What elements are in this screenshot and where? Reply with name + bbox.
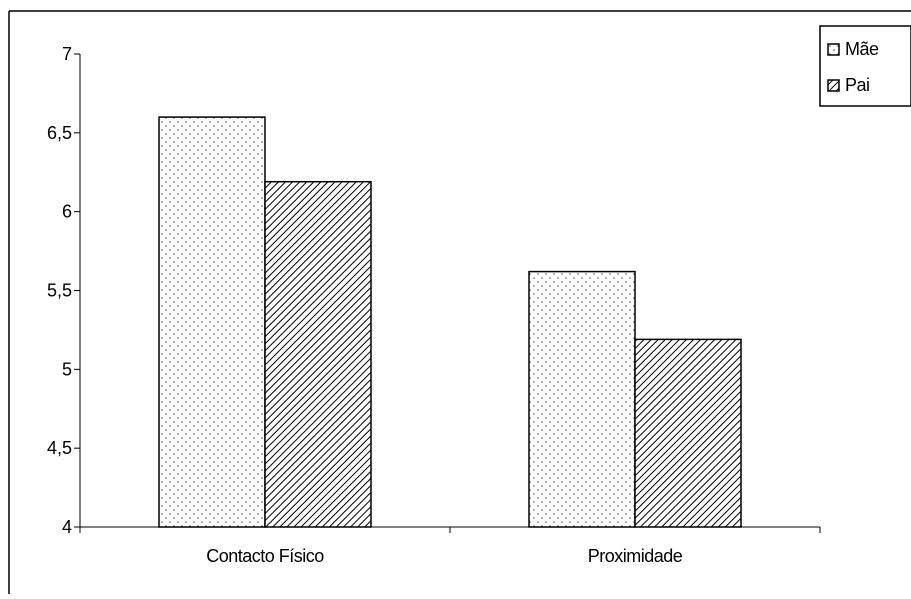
y-tick-label: 7	[62, 44, 72, 64]
bar-pai	[264, 180, 372, 528]
y-tick-label: 5,5	[47, 281, 72, 301]
y-tick-label: 5	[62, 359, 72, 379]
legend-swatch	[827, 79, 840, 92]
legend-label: Mãe	[845, 39, 879, 59]
x-tick-label: Proximidade	[588, 546, 683, 566]
bar-pai	[634, 338, 742, 528]
y-tick-label: 4	[62, 517, 72, 537]
x-tick-label: Contacto Físico	[206, 546, 324, 566]
y-tick-label: 6	[62, 202, 72, 222]
y-tick-label: 6,5	[47, 123, 72, 143]
y-tick-label: 4,5	[47, 438, 72, 458]
bar-mae	[528, 270, 636, 528]
legend-label: Pai	[845, 75, 870, 95]
legend-box	[819, 25, 911, 107]
legend-swatch	[827, 43, 840, 56]
legend: Mãe Pai	[819, 25, 911, 107]
bar-mae	[158, 116, 266, 528]
